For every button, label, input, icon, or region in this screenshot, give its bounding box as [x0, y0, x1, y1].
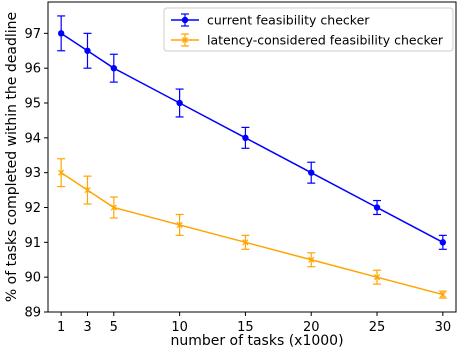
- data-point: [57, 30, 65, 37]
- x-tick-label: 5: [110, 320, 118, 335]
- series-layer: [57, 15, 447, 299]
- series-line: [60, 172, 444, 296]
- data-point: [439, 291, 446, 298]
- data-point: [242, 239, 249, 246]
- data-point: [373, 204, 381, 211]
- x-tick-label: 15: [237, 320, 254, 335]
- data-point: [84, 187, 91, 194]
- y-axis-label: % of tasks completed within the deadline: [4, 12, 20, 302]
- data-point: [110, 64, 118, 72]
- x-tick-label: 20: [303, 320, 320, 335]
- axes: 89 90 91 92 93 94 95 96 97 1 3 5 10 15 20 25 30: [24, 1, 457, 335]
- data-point: [439, 239, 447, 246]
- data-point: [176, 221, 183, 228]
- y-tick-label: 97: [24, 27, 41, 42]
- data-point: [308, 256, 315, 263]
- legend-entry-latency: latency-considered feasibility checker: [171, 33, 444, 48]
- y-tick-label: 91: [24, 236, 41, 251]
- data-point: [176, 99, 183, 107]
- legend-frame: [163, 7, 454, 52]
- y-tick-label: 95: [24, 97, 41, 112]
- x-tick-label: 30: [435, 320, 452, 335]
- series-latency: [57, 158, 447, 299]
- x-tick-label: 10: [171, 320, 188, 335]
- data-point: [84, 47, 91, 54]
- plot-frame: [47, 1, 457, 313]
- x-tick-label: 25: [369, 320, 386, 335]
- x-tick-label: 1: [57, 320, 65, 335]
- x-axis-label: number of tasks (x1000): [170, 333, 343, 349]
- x-tick-label: 3: [83, 320, 91, 335]
- data-point: [308, 169, 315, 176]
- data-point: [58, 169, 65, 176]
- legend-entry-current: current feasibility checker: [171, 13, 370, 28]
- legend-label-latency: latency-considered feasibility checker: [207, 33, 444, 48]
- y-tick-label: 96: [24, 62, 41, 77]
- legend: current feasibility checker latency-cons…: [163, 7, 454, 52]
- legend-marker-current: [181, 16, 189, 24]
- legend-label-current: current feasibility checker: [207, 13, 370, 28]
- y-tick-label: 90: [24, 271, 41, 286]
- series-current: [57, 15, 447, 250]
- y-tick-label: 89: [24, 306, 41, 321]
- y-tick-label: 94: [24, 131, 41, 146]
- data-point: [242, 134, 249, 142]
- data-point: [373, 274, 381, 281]
- series-line: [60, 32, 444, 243]
- y-tick-label: 92: [24, 201, 41, 216]
- data-point: [110, 204, 117, 211]
- y-tick-label: 93: [24, 166, 41, 181]
- legend-marker-latency: [182, 37, 188, 43]
